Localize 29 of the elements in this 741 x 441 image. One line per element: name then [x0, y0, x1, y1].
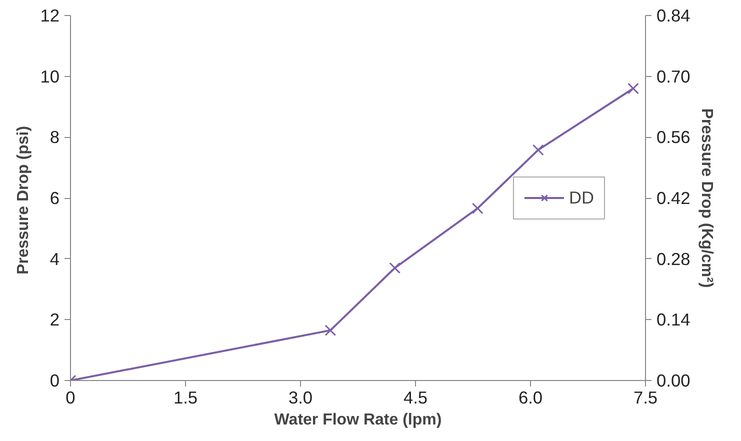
point — [324, 324, 336, 336]
x-tick-label: 7.5 — [633, 388, 658, 408]
x-tick-label: 4.5 — [403, 388, 428, 408]
point — [472, 202, 484, 214]
legend-label: DD — [568, 187, 594, 208]
x-tick-label: 1.5 — [173, 388, 198, 408]
point — [389, 262, 400, 274]
y2-axis-title: Pressure Drop (Kg/cm²) — [698, 108, 716, 288]
y2-tick-label: 0.14 — [656, 310, 691, 330]
point — [628, 82, 639, 94]
y2-tick-label: 0.70 — [656, 66, 690, 86]
y2-tick-label: 0.56 — [656, 127, 690, 148]
x-axis-title: Water Flow Rate (lpm) — [274, 412, 442, 428]
y-tick-label: 8 — [50, 127, 60, 148]
x-tick-label: 6.0 — [518, 388, 543, 408]
point — [532, 144, 544, 156]
x-tick-label: 3.0 — [288, 388, 313, 408]
y-tick-label: 0 — [50, 370, 60, 390]
y2-tick-label: 0.28 — [656, 248, 690, 269]
y2-tick-label: 0.42 — [656, 188, 690, 208]
y-tick-label: 4 — [50, 248, 60, 269]
y-tick-label: 10 — [40, 66, 60, 86]
x-tick-label: 0 — [66, 388, 76, 408]
y2-tick-label: 0.84 — [656, 6, 691, 26]
y2-tick-label: 0.00 — [656, 370, 690, 390]
y-axis-title: Pressure Drop (psi) — [15, 126, 32, 274]
y-tick-label: 2 — [50, 310, 60, 330]
y-tick-label: 12 — [40, 6, 60, 26]
y-tick-label: 6 — [50, 188, 60, 208]
